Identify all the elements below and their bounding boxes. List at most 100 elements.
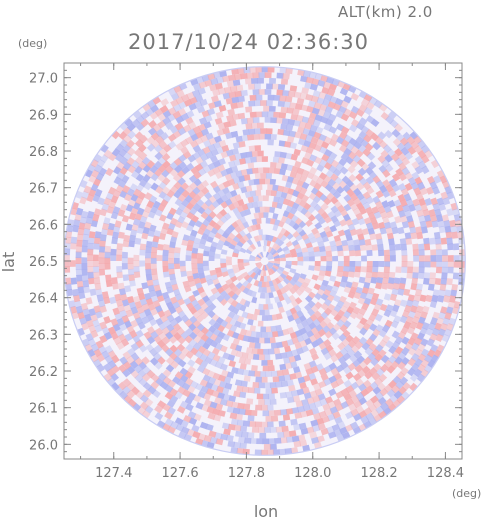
radar-cell bbox=[151, 246, 158, 253]
radar-cell bbox=[228, 243, 236, 250]
radar-cell bbox=[377, 155, 386, 164]
radar-cell bbox=[442, 255, 448, 262]
radar-cell bbox=[243, 403, 251, 410]
radar-cell bbox=[228, 74, 236, 82]
radar-cell bbox=[383, 249, 390, 256]
radar-cell bbox=[305, 242, 313, 249]
radar-cell bbox=[352, 373, 362, 382]
radar-cell bbox=[354, 266, 361, 273]
radar-cell bbox=[349, 261, 356, 267]
radar-cell bbox=[317, 207, 326, 216]
radar-cell bbox=[370, 357, 379, 367]
radar-cell bbox=[136, 226, 144, 234]
radar-cell bbox=[187, 366, 196, 374]
radar-cell bbox=[276, 301, 283, 308]
radar-cell bbox=[274, 257, 281, 262]
radar-cell bbox=[100, 234, 107, 242]
radar-cell bbox=[434, 237, 442, 245]
radar-cell bbox=[364, 276, 372, 284]
radar-cell bbox=[411, 299, 420, 308]
radar-cell bbox=[208, 318, 217, 327]
radar-cell bbox=[253, 387, 261, 394]
radar-cell bbox=[221, 422, 230, 430]
radar-cell bbox=[414, 165, 423, 175]
radar-cell bbox=[297, 434, 306, 442]
radar-cell bbox=[78, 291, 86, 300]
radar-cell bbox=[88, 308, 96, 317]
radar-cell bbox=[243, 274, 251, 281]
radar-cell bbox=[144, 221, 152, 229]
radar-cell bbox=[134, 301, 143, 309]
radar-cell bbox=[447, 266, 454, 274]
radar-cell bbox=[331, 423, 341, 432]
radar-cell bbox=[337, 266, 344, 272]
radar-cell bbox=[317, 393, 326, 401]
radar-cell bbox=[392, 282, 400, 291]
radar-cell bbox=[311, 436, 319, 444]
radar-cell bbox=[172, 110, 182, 119]
radar-cell bbox=[341, 276, 348, 283]
radar-cell bbox=[244, 157, 252, 164]
radar-cell bbox=[261, 332, 268, 338]
radar-cell bbox=[403, 288, 411, 296]
radar-cell bbox=[86, 319, 94, 328]
radar-cell bbox=[283, 129, 291, 137]
radar-cell bbox=[168, 207, 177, 216]
radar-cell bbox=[180, 139, 189, 148]
radar-cell bbox=[258, 212, 264, 219]
radar-cell bbox=[288, 130, 297, 138]
radar-cell bbox=[208, 210, 217, 219]
radar-cell bbox=[388, 189, 397, 198]
radar-cell bbox=[64, 266, 71, 273]
radar-cell bbox=[322, 99, 331, 107]
radar-cell bbox=[337, 261, 344, 267]
radar-cell bbox=[430, 214, 438, 223]
radar-cell bbox=[266, 421, 274, 428]
radar-cell bbox=[313, 231, 322, 239]
radar-cell bbox=[162, 255, 169, 261]
radar-cell bbox=[361, 255, 367, 262]
radar-cell bbox=[261, 315, 268, 321]
radar-cell bbox=[305, 134, 314, 143]
radar-cell bbox=[143, 182, 153, 191]
radar-cell bbox=[223, 86, 232, 94]
radar-cell bbox=[285, 350, 293, 358]
radar-cell bbox=[441, 266, 448, 274]
radar-cell bbox=[153, 344, 163, 354]
radar-cell bbox=[99, 245, 106, 253]
radar-cell bbox=[231, 285, 239, 293]
radar-cell bbox=[96, 294, 104, 302]
radar-cell bbox=[385, 227, 393, 235]
radar-cell bbox=[397, 288, 405, 296]
radar-cell bbox=[450, 225, 458, 234]
radar-cell bbox=[249, 94, 257, 101]
radar-cell bbox=[303, 374, 311, 383]
radar-cell bbox=[407, 326, 416, 335]
radar-cell bbox=[378, 373, 388, 383]
radar-cell bbox=[272, 242, 278, 250]
radar-cell bbox=[418, 198, 426, 206]
radar-cell bbox=[249, 325, 256, 332]
radar-cell bbox=[248, 145, 256, 152]
radar-cell bbox=[257, 150, 264, 157]
radar-cell bbox=[168, 222, 176, 231]
radar-cell bbox=[93, 305, 101, 313]
radar-cell bbox=[192, 272, 200, 280]
radar-cell bbox=[145, 268, 152, 276]
radar-cell bbox=[76, 239, 83, 247]
radar-cell bbox=[379, 227, 387, 235]
radar-cell bbox=[265, 371, 272, 377]
radar-cell bbox=[422, 305, 430, 314]
radar-cell bbox=[188, 234, 196, 242]
radar-cell bbox=[386, 210, 394, 219]
radar-cell bbox=[337, 342, 346, 351]
radar-cell bbox=[282, 90, 290, 97]
radar-cell bbox=[197, 338, 206, 347]
radar-cell bbox=[177, 177, 186, 186]
radar-cell bbox=[259, 309, 265, 316]
radar-cell bbox=[279, 67, 287, 74]
radar-cell bbox=[358, 276, 366, 284]
radar-cell bbox=[235, 218, 243, 226]
radar-cell bbox=[127, 268, 135, 276]
radar-cell bbox=[263, 105, 270, 112]
